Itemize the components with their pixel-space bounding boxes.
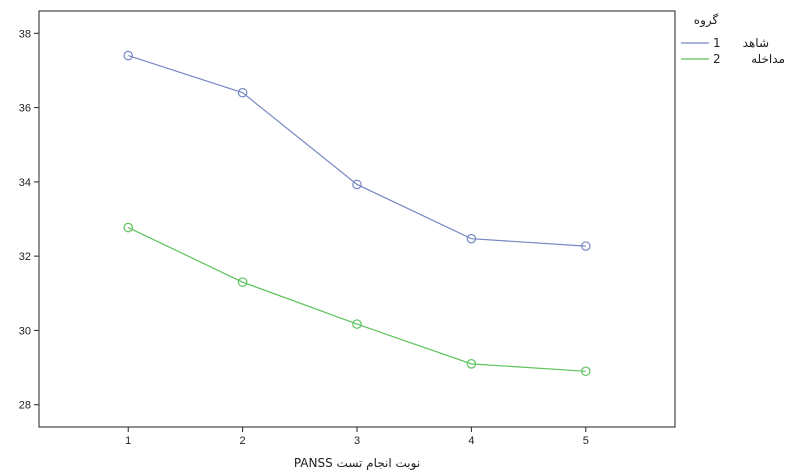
x-tick-label: 2 (240, 435, 246, 447)
data-point (466, 359, 477, 369)
data-point (352, 319, 362, 329)
legend-title: گروه (694, 13, 719, 28)
x-tick-label: 1 (125, 435, 131, 447)
data-point (580, 366, 591, 377)
data-point (237, 277, 248, 287)
data-point (123, 222, 134, 233)
data-point (580, 241, 591, 251)
series-line (127, 226, 586, 372)
series-2 (123, 222, 591, 377)
x-tick-label: 3 (354, 435, 360, 447)
y-axis: 28 30 32 34 36 38 (19, 28, 39, 412)
y-tick-label: 36 (19, 103, 31, 115)
series-1 (123, 50, 591, 251)
x-axis-title: نوبت انجام تست PANSS (294, 456, 420, 470)
legend-code-2: 2 (713, 52, 721, 66)
y-tick-label: 32 (19, 251, 31, 263)
series-line (128, 54, 586, 247)
y-tick-label: 30 (19, 325, 31, 337)
legend-item-2: 2 مداخله (681, 52, 785, 66)
plot-frame (38, 10, 676, 428)
data-point (237, 87, 248, 98)
legend: گروه 1 شاهد 2 مداخله (681, 13, 785, 66)
legend-label-1: شاهد (743, 36, 769, 50)
legend-item-1: 1 شاهد (681, 36, 769, 50)
data-point (352, 179, 362, 190)
x-tick-label: 4 (468, 435, 474, 447)
y-tick-label: 38 (19, 28, 31, 40)
y-tick-label: 34 (19, 177, 31, 189)
y-tick-label: 28 (19, 400, 31, 412)
series-layer (123, 50, 591, 377)
legend-label-2: مداخله (751, 52, 785, 66)
x-axis: 1 2 3 4 5 (125, 427, 589, 447)
x-tick-label: 5 (583, 435, 589, 447)
data-point (466, 233, 477, 244)
data-point (123, 50, 134, 61)
legend-code-1: 1 (713, 36, 721, 50)
